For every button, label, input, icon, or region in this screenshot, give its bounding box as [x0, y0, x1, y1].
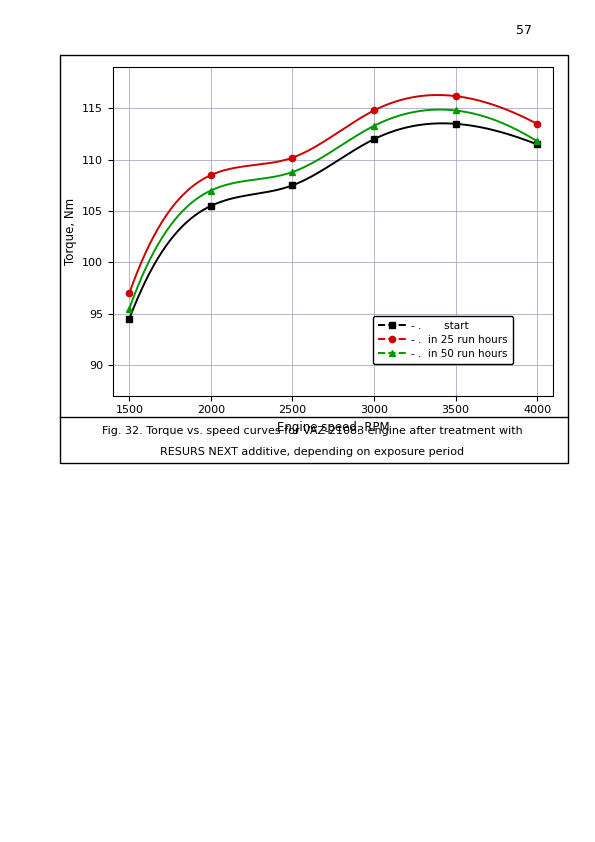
Text: RESURS NEXT additive, depending on exposure period: RESURS NEXT additive, depending on expos…	[160, 446, 465, 456]
Text: Fig. 32. Torque vs. speed curves for VAZ-21083 engine after treatment with: Fig. 32. Torque vs. speed curves for VAZ…	[102, 426, 523, 435]
Legend: - .       start, - .  in 25 run hours, - .  in 50 run hours: - . start, - . in 25 run hours, - . in 5…	[372, 316, 513, 365]
X-axis label: Engine speed, RPM: Engine speed, RPM	[277, 421, 390, 434]
Text: 57: 57	[516, 24, 531, 36]
Y-axis label: Torque, Nm: Torque, Nm	[64, 198, 77, 265]
